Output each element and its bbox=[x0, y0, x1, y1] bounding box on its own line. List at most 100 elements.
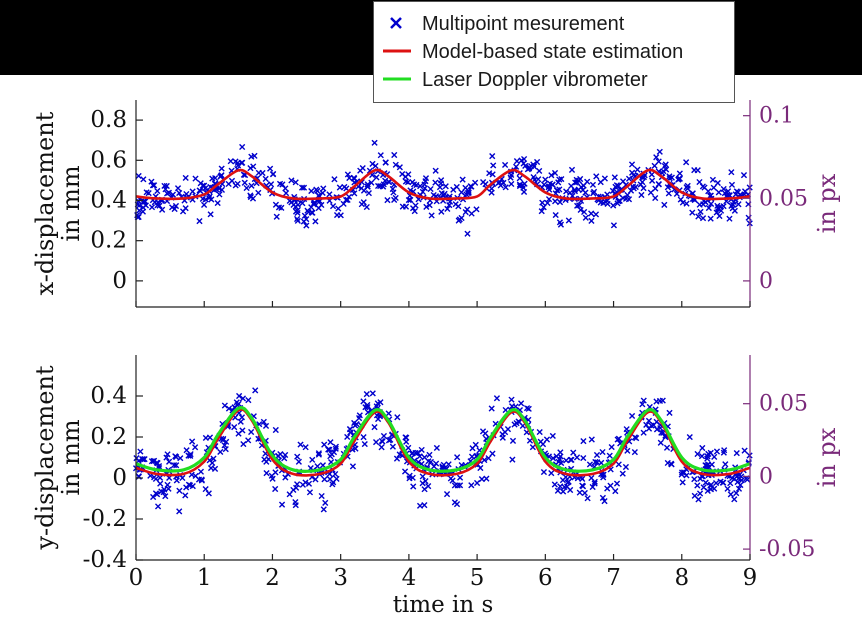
scatter-point bbox=[421, 486, 428, 493]
scatter-point bbox=[557, 449, 564, 456]
scatter-point bbox=[200, 201, 208, 208]
right-axis-label-text: in px bbox=[813, 173, 841, 233]
scatter-point bbox=[567, 456, 574, 463]
scatter-point bbox=[292, 203, 299, 210]
scatter-point bbox=[521, 180, 528, 187]
scatter-point bbox=[657, 439, 664, 446]
scatter-point bbox=[604, 200, 611, 207]
scatter-point bbox=[705, 204, 712, 212]
scatter-point bbox=[673, 190, 680, 197]
scatter-point bbox=[728, 181, 736, 188]
scatter-point bbox=[363, 203, 370, 211]
scatter-point bbox=[344, 433, 351, 441]
scatter-point bbox=[559, 477, 567, 484]
scatter-point bbox=[563, 188, 570, 195]
scatter-point bbox=[405, 171, 412, 178]
scatter-point bbox=[695, 213, 702, 220]
scatter-point bbox=[537, 438, 544, 445]
scatter-point bbox=[384, 197, 391, 204]
scatter-point bbox=[150, 493, 157, 501]
scatter-point bbox=[552, 198, 559, 205]
scatter-point bbox=[582, 214, 589, 221]
scatter-point bbox=[422, 478, 429, 485]
scatter-point bbox=[302, 479, 309, 486]
legend-item-ldv: Laser Doppler vibrometer bbox=[374, 66, 734, 94]
scatter-point bbox=[640, 185, 647, 192]
y-axis-label-line2: in mm bbox=[57, 165, 85, 242]
scatter-point bbox=[536, 167, 543, 175]
scatter-point bbox=[163, 182, 170, 190]
scatter-point bbox=[414, 449, 421, 456]
scatter-point bbox=[330, 449, 338, 456]
legend-line-green-icon bbox=[383, 77, 411, 81]
scatter-point bbox=[608, 443, 615, 451]
scatter-point bbox=[565, 217, 572, 224]
scatter-point bbox=[726, 215, 733, 222]
scatter-point bbox=[189, 483, 196, 490]
scatter-point bbox=[586, 461, 594, 468]
scatter-point bbox=[162, 186, 169, 193]
scatter-point bbox=[236, 392, 243, 400]
scatter-point bbox=[486, 170, 493, 177]
scatter-point bbox=[411, 208, 418, 215]
scatter-point bbox=[286, 491, 293, 498]
scatter-point bbox=[406, 475, 413, 482]
scatter-point bbox=[700, 484, 707, 491]
scatter-point bbox=[310, 200, 317, 207]
scatter-point bbox=[464, 230, 471, 237]
scatter-point bbox=[357, 167, 364, 174]
scatter-point bbox=[306, 489, 314, 496]
scatter-point bbox=[432, 179, 439, 186]
scatter-point bbox=[326, 446, 333, 453]
scatter-point bbox=[473, 479, 481, 487]
scatter-point bbox=[176, 189, 183, 197]
scatter-point bbox=[619, 178, 627, 185]
scatter-point bbox=[294, 207, 301, 214]
scatter-point bbox=[202, 434, 209, 442]
y-tick-label: 0 bbox=[112, 268, 127, 294]
scatter-point bbox=[221, 442, 228, 449]
model-line bbox=[135, 168, 751, 201]
scatter-point bbox=[735, 201, 742, 208]
scatter-point bbox=[263, 458, 270, 465]
scatter-point bbox=[351, 190, 358, 197]
scatter-point bbox=[444, 205, 451, 212]
scatter-point bbox=[594, 459, 601, 466]
scatter-point bbox=[228, 177, 236, 184]
scatter-point bbox=[333, 211, 341, 219]
scatter-point bbox=[720, 203, 727, 210]
scatter-point bbox=[346, 174, 353, 182]
legend-label-model: Model-based state estimation bbox=[422, 41, 684, 63]
scatter-point bbox=[740, 172, 748, 179]
scatter-point bbox=[653, 154, 660, 161]
scatter-point bbox=[566, 189, 574, 196]
scatter-point bbox=[606, 452, 613, 459]
scatter-point bbox=[691, 476, 698, 483]
scatter-point bbox=[480, 179, 487, 186]
scatter-point bbox=[735, 475, 742, 482]
scatter-point bbox=[593, 173, 600, 180]
scatter-point bbox=[407, 196, 414, 204]
right-axis-label: in px bbox=[813, 427, 841, 487]
scatter-point bbox=[377, 399, 384, 406]
scatter-point bbox=[469, 445, 476, 452]
scatter-point bbox=[223, 438, 230, 445]
scatter-point bbox=[551, 481, 558, 488]
scatter-point bbox=[550, 455, 557, 462]
scatter-point bbox=[488, 405, 495, 412]
scatter-point bbox=[731, 207, 738, 214]
scatter-point bbox=[588, 436, 595, 443]
scatter-point bbox=[526, 164, 533, 171]
scatter-point bbox=[303, 222, 310, 229]
scatter-point bbox=[202, 196, 209, 203]
scatter-point bbox=[650, 422, 657, 429]
scatter-point bbox=[508, 403, 516, 410]
right-axis-label-text: in px bbox=[813, 427, 841, 487]
y-tick-label: 0 bbox=[112, 465, 127, 491]
scatter-point bbox=[278, 501, 286, 508]
scatter-point bbox=[241, 179, 248, 186]
right-y-tick-label: 0 bbox=[759, 269, 773, 294]
scatter-point bbox=[508, 396, 515, 403]
